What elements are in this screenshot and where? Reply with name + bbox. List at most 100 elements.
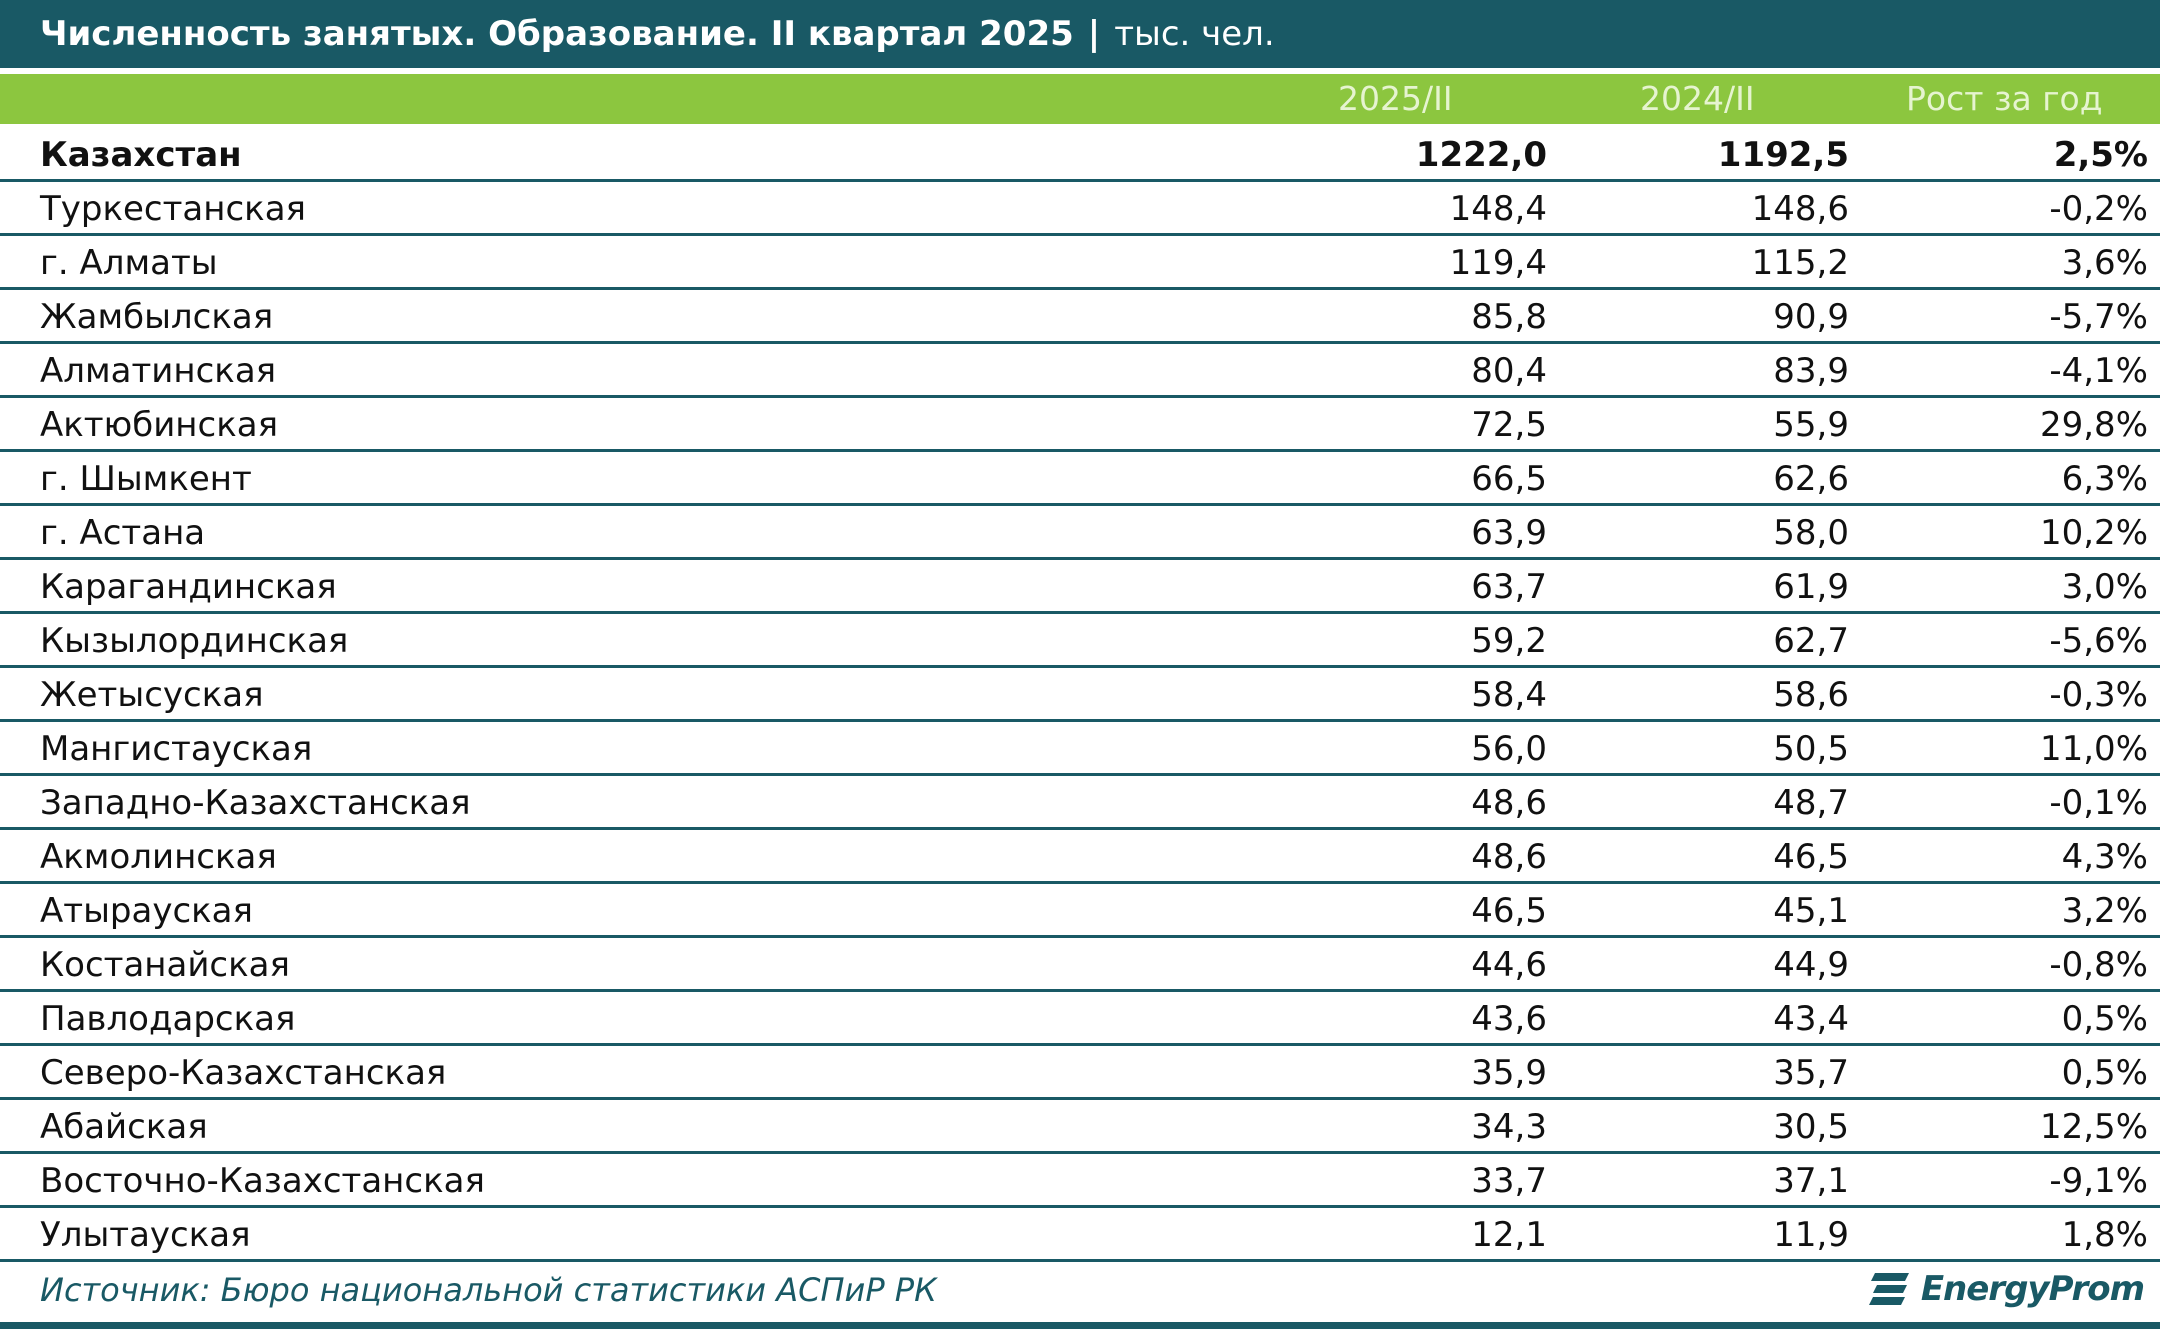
value-2025-cell: 63,7 bbox=[1471, 567, 1547, 607]
value-2024-cell: 1192,5 bbox=[1717, 135, 1849, 175]
table-row: Северо-Казахстанская 35,9 35,7 0,5% bbox=[0, 1046, 2160, 1100]
table-row: Мангистауская 56,0 50,5 11,0% bbox=[0, 722, 2160, 776]
value-2025-cell: 1222,0 bbox=[1415, 135, 1547, 175]
growth-cell: -0,8% bbox=[2049, 945, 2148, 985]
growth-cell: -0,2% bbox=[2049, 189, 2148, 229]
growth-cell: 0,5% bbox=[2061, 1053, 2148, 1093]
region-cell: Западно-Казахстанская bbox=[40, 783, 471, 823]
growth-cell: 3,2% bbox=[2061, 891, 2148, 931]
source-note: Источник: Бюро национальной статистики А… bbox=[40, 1271, 937, 1309]
table-row: Костанайская 44,6 44,9 -0,8% bbox=[0, 938, 2160, 992]
growth-cell: -9,1% bbox=[2049, 1161, 2148, 1201]
region-cell: Костанайская bbox=[40, 945, 290, 985]
growth-cell: 11,0% bbox=[2039, 729, 2148, 769]
table-row: Акмолинская 48,6 46,5 4,3% bbox=[0, 830, 2160, 884]
value-2024-cell: 46,5 bbox=[1773, 837, 1849, 877]
value-2025-cell: 148,4 bbox=[1449, 189, 1547, 229]
growth-cell: 6,3% bbox=[2061, 459, 2148, 499]
title-separator: | bbox=[1087, 14, 1101, 54]
table-row: Туркестанская 148,4 148,6 -0,2% bbox=[0, 182, 2160, 236]
bottom-rule bbox=[0, 1322, 2160, 1329]
growth-cell: -5,6% bbox=[2049, 621, 2148, 661]
table-row: Западно-Казахстанская 48,6 48,7 -0,1% bbox=[0, 776, 2160, 830]
growth-cell: 29,8% bbox=[2039, 405, 2148, 445]
growth-cell: 2,5% bbox=[2053, 135, 2148, 175]
energyprom-logo: EnergyProm bbox=[1868, 1266, 2145, 1312]
region-cell: г. Шымкент bbox=[40, 459, 252, 499]
value-2025-cell: 48,6 bbox=[1471, 783, 1547, 823]
value-2025-cell: 33,7 bbox=[1471, 1161, 1547, 1201]
value-2024-cell: 35,7 bbox=[1773, 1053, 1849, 1093]
growth-cell: -5,7% bbox=[2049, 297, 2148, 337]
value-2025-cell: 63,9 bbox=[1471, 513, 1547, 553]
growth-cell: 12,5% bbox=[2039, 1107, 2148, 1147]
region-cell: Восточно-Казахстанская bbox=[40, 1161, 485, 1201]
region-cell: Казахстан bbox=[40, 135, 242, 175]
value-2024-cell: 45,1 bbox=[1773, 891, 1849, 931]
table-title: Численность занятых. Образование. II ква… bbox=[40, 14, 1074, 54]
value-2025-cell: 12,1 bbox=[1471, 1215, 1547, 1255]
growth-cell: 0,5% bbox=[2061, 999, 2148, 1039]
value-2025-cell: 56,0 bbox=[1471, 729, 1547, 769]
value-2024-cell: 62,7 bbox=[1773, 621, 1849, 661]
title-unit: тыс. чел. bbox=[1114, 14, 1275, 54]
growth-cell: -4,1% bbox=[2049, 351, 2148, 391]
growth-cell: 3,0% bbox=[2061, 567, 2148, 607]
table-row: Жамбылская 85,8 90,9 -5,7% bbox=[0, 290, 2160, 344]
growth-cell: 1,8% bbox=[2061, 1215, 2148, 1255]
column-header-2024: 2024/II bbox=[1640, 79, 1755, 118]
value-2025-cell: 119,4 bbox=[1449, 243, 1547, 283]
value-2025-cell: 58,4 bbox=[1471, 675, 1547, 715]
value-2024-cell: 11,9 bbox=[1773, 1215, 1849, 1255]
region-cell: Алматинская bbox=[40, 351, 277, 391]
value-2024-cell: 58,0 bbox=[1773, 513, 1849, 553]
region-cell: Атырауская bbox=[40, 891, 253, 931]
value-2025-cell: 66,5 bbox=[1471, 459, 1547, 499]
table-row: г. Алматы 119,4 115,2 3,6% bbox=[0, 236, 2160, 290]
region-cell: Мангистауская bbox=[40, 729, 313, 769]
value-2024-cell: 37,1 bbox=[1773, 1161, 1849, 1201]
table-row: Жетысуская 58,4 58,6 -0,3% bbox=[0, 668, 2160, 722]
region-cell: Актюбинская bbox=[40, 405, 279, 445]
table-row: Актюбинская 72,5 55,9 29,8% bbox=[0, 398, 2160, 452]
region-cell: Кызылординская bbox=[40, 621, 349, 661]
region-cell: Жетысуская bbox=[40, 675, 264, 715]
value-2024-cell: 50,5 bbox=[1773, 729, 1849, 769]
table-row: Абайская 34,3 30,5 12,5% bbox=[0, 1100, 2160, 1154]
value-2024-cell: 148,6 bbox=[1751, 189, 1849, 229]
value-2025-cell: 46,5 bbox=[1471, 891, 1547, 931]
region-cell: г. Астана bbox=[40, 513, 206, 553]
table-row: Улытауская 12,1 11,9 1,8% bbox=[0, 1208, 2160, 1262]
table-row: г. Шымкент 66,5 62,6 6,3% bbox=[0, 452, 2160, 506]
value-2024-cell: 55,9 bbox=[1773, 405, 1849, 445]
value-2024-cell: 90,9 bbox=[1773, 297, 1849, 337]
region-cell: Павлодарская bbox=[40, 999, 296, 1039]
value-2024-cell: 44,9 bbox=[1773, 945, 1849, 985]
value-2024-cell: 83,9 bbox=[1773, 351, 1849, 391]
title-bar: Численность занятых. Образование. II ква… bbox=[0, 0, 2160, 68]
table-row: г. Астана 63,9 58,0 10,2% bbox=[0, 506, 2160, 560]
column-header-2025: 2025/II bbox=[1338, 79, 1453, 118]
growth-cell: -0,1% bbox=[2049, 783, 2148, 823]
table-row: Карагандинская 63,7 61,9 3,0% bbox=[0, 560, 2160, 614]
value-2024-cell: 115,2 bbox=[1751, 243, 1849, 283]
value-2025-cell: 80,4 bbox=[1471, 351, 1547, 391]
value-2025-cell: 48,6 bbox=[1471, 837, 1547, 877]
table-row: Восточно-Казахстанская 33,7 37,1 -9,1% bbox=[0, 1154, 2160, 1208]
table-row: Атырауская 46,5 45,1 3,2% bbox=[0, 884, 2160, 938]
region-cell: Абайская bbox=[40, 1107, 208, 1147]
region-cell: Улытауская bbox=[40, 1215, 251, 1255]
region-cell: Акмолинская bbox=[40, 837, 277, 877]
value-2025-cell: 35,9 bbox=[1471, 1053, 1547, 1093]
table-row: Павлодарская 43,6 43,4 0,5% bbox=[0, 992, 2160, 1046]
value-2024-cell: 58,6 bbox=[1773, 675, 1849, 715]
column-header-growth: Рост за год bbox=[1906, 79, 2103, 118]
value-2025-cell: 72,5 bbox=[1471, 405, 1547, 445]
value-2025-cell: 34,3 bbox=[1471, 1107, 1547, 1147]
region-cell: Карагандинская bbox=[40, 567, 337, 607]
value-2024-cell: 61,9 bbox=[1773, 567, 1849, 607]
value-2025-cell: 43,6 bbox=[1471, 999, 1547, 1039]
value-2024-cell: 30,5 bbox=[1773, 1107, 1849, 1147]
value-2024-cell: 43,4 bbox=[1773, 999, 1849, 1039]
growth-cell: 4,3% bbox=[2061, 837, 2148, 877]
